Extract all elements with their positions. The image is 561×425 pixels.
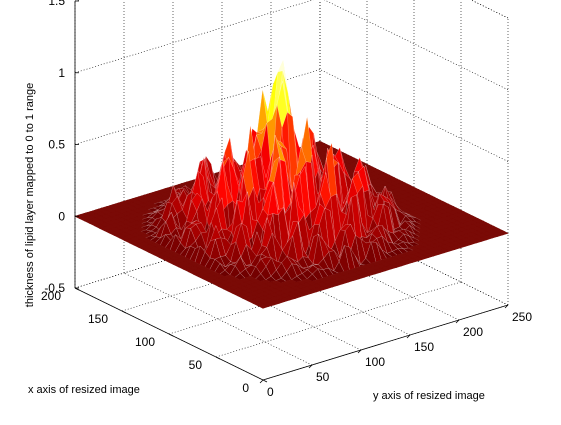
y-tick-mark (455, 319, 460, 324)
y-tick-label: 0 (267, 385, 274, 399)
surface-mesh (74, 59, 509, 309)
y-tick-label: 250 (512, 310, 532, 324)
back-wall-grid-line (319, 69, 509, 162)
x-tick-mark (168, 333, 174, 337)
z-tick-label: 1.5 (48, 0, 65, 8)
back-wall-grid-line (74, 0, 80, 2)
y-axis-line (262, 304, 509, 381)
x-tick-label: 150 (88, 312, 108, 326)
y-tick-mark (357, 349, 362, 354)
x-tick-label: 200 (41, 289, 61, 303)
box-edge (74, 0, 80, 2)
y-tick-mark (308, 364, 313, 369)
tick-labels: 0 50 100 150 200 0 50 100 150 200 250 -0.5 0 0.5 1 1.5 (41, 0, 532, 399)
x-tick-label: 0 (242, 381, 249, 395)
y-tick-label: 150 (414, 340, 434, 354)
x-tick-label: 50 (189, 358, 203, 372)
y-tick-label: 50 (316, 370, 330, 384)
surface-cell (257, 303, 270, 309)
floor-grid-line (215, 281, 462, 358)
back-wall-grid-line (74, 0, 314, 74)
x-tick-mark (262, 379, 268, 383)
back-wall-grid-line (323, 0, 509, 91)
y-axis-label: y axis of resized image (373, 390, 485, 402)
y-tick-mark (406, 334, 411, 339)
z-tick-label: 1 (58, 66, 65, 80)
x-axis-label: x axis of resized image (28, 384, 140, 396)
x-tick-mark (215, 356, 221, 360)
x-tick-label: 100 (135, 335, 155, 349)
y-tick-mark (259, 379, 264, 384)
z-tick-label: 0.5 (48, 138, 65, 152)
z-axis-label: thickness of lipid layer mapped to 0 to … (24, 83, 36, 307)
z-tick-label: -0.5 (44, 281, 65, 295)
x-tick-mark (121, 310, 127, 314)
y-tick-label: 200 (463, 325, 483, 339)
y-tick-mark (504, 304, 509, 309)
z-tick-label: 0 (58, 209, 65, 223)
y-tick-label: 100 (365, 355, 385, 369)
floor-grid-line (123, 272, 313, 366)
